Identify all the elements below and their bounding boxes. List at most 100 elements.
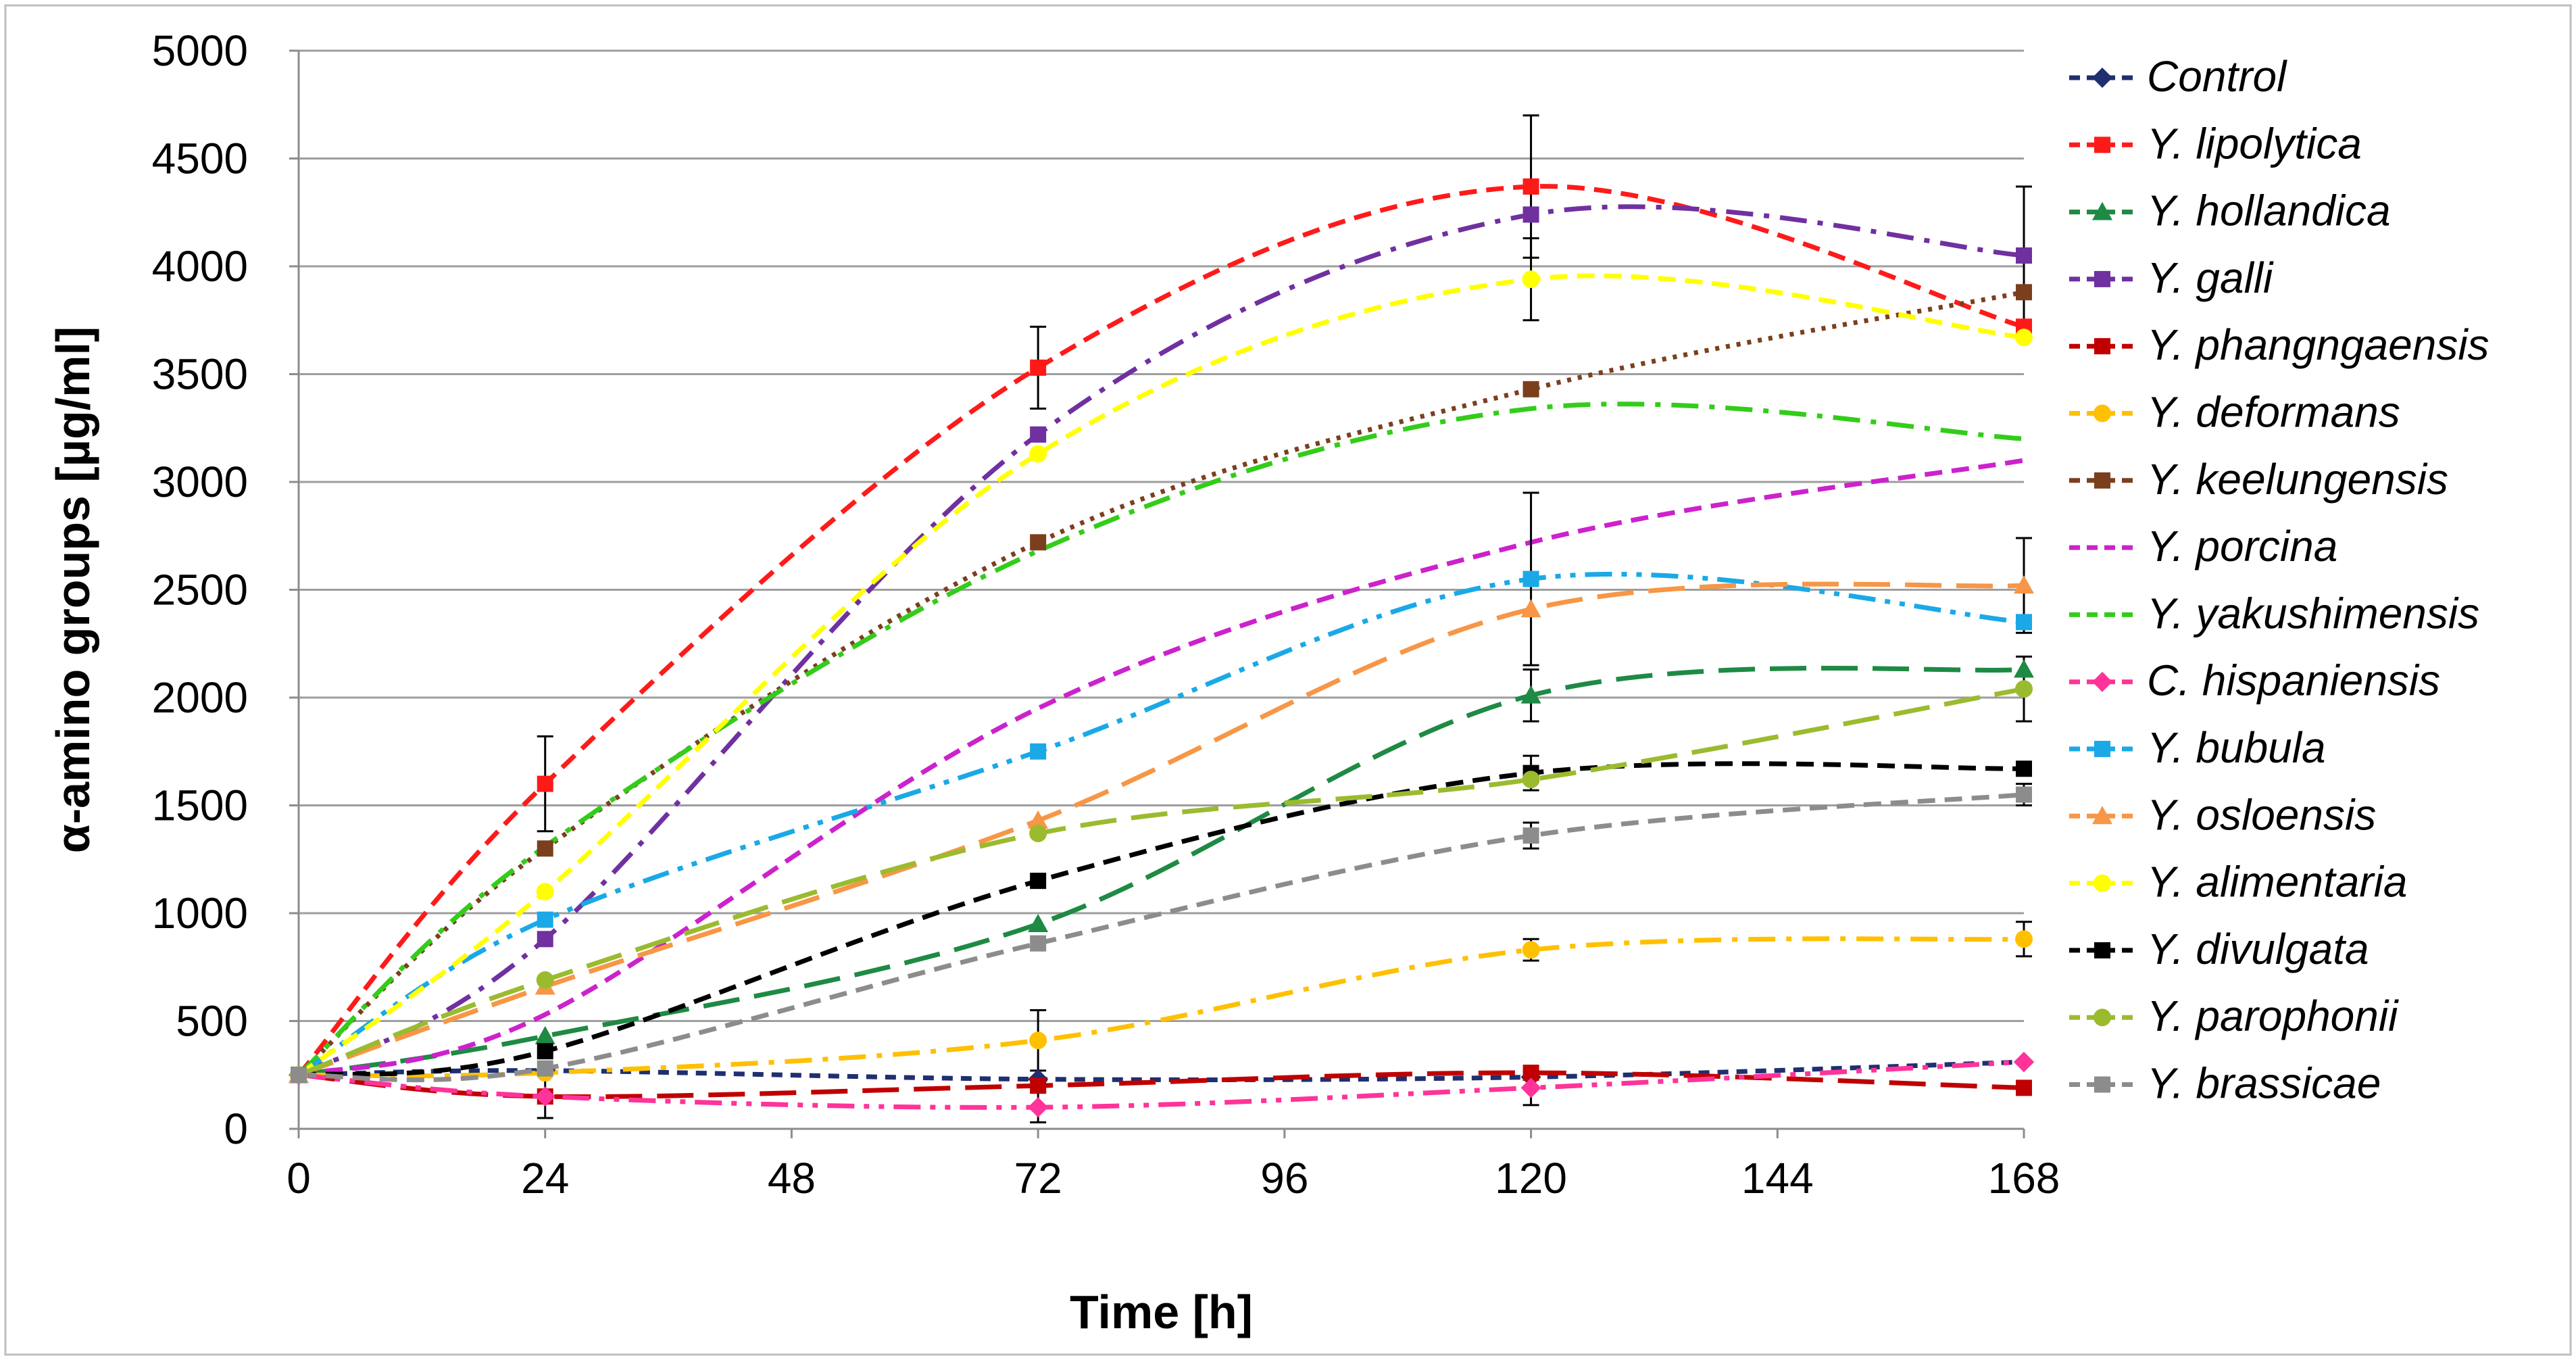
- data-point-y-hollandica: [1028, 913, 1049, 932]
- data-point-c-hispaniensis: [535, 1086, 555, 1107]
- legend-item-y-deformans: Y. deformans: [2069, 388, 2400, 437]
- legend-label: Control: [2147, 52, 2287, 101]
- data-point-y-divulgata: [2016, 760, 2032, 777]
- x-tick-label: 0: [287, 1154, 311, 1203]
- axes: [289, 49, 2025, 1138]
- data-point-c-hispaniensis: [1028, 1097, 1049, 1118]
- data-point-y-phangngaensis: [1030, 1077, 1047, 1094]
- data-point-y-parophonii: [536, 971, 554, 989]
- legend-label: Y. galli: [2147, 253, 2274, 302]
- data-point-y-deformans: [2015, 930, 2033, 948]
- series-line-y-alimentaria: [297, 273, 2025, 1077]
- legend-item-y-osloensis: Y. osloensis: [2069, 790, 2376, 839]
- data-point-y-alimentaria: [536, 883, 554, 901]
- data-point-y-divulgata: [537, 1043, 553, 1060]
- data-point-y-bubula: [2016, 614, 2032, 631]
- y-tick-label: 3000: [152, 458, 248, 506]
- legend-label: Y. keelungensis: [2147, 455, 2448, 504]
- data-point-c-hispaniensis: [2014, 1052, 2034, 1073]
- y-tick-label: 5000: [152, 26, 248, 75]
- legend-label: Y. bubula: [2147, 723, 2326, 772]
- legend-item-c-hispaniensis: C. hispaniensis: [2069, 656, 2440, 705]
- data-point-y-phangngaensis: [2016, 1079, 2032, 1096]
- data-point-y-brassicae: [1030, 935, 1047, 952]
- series-line-y-parophonii: [297, 686, 2025, 1077]
- legend-swatch-marker: [2094, 404, 2111, 422]
- legend-label: Y. osloensis: [2147, 790, 2376, 839]
- legend-item-y-divulgata: Y. divulgata: [2069, 925, 2369, 973]
- legend-swatch-marker: [2094, 338, 2110, 355]
- y-tick-label: 1000: [152, 889, 248, 938]
- data-point-y-keelungensis: [537, 840, 553, 857]
- series-line-y-bubula: [297, 571, 2025, 1077]
- y-tick-label: 3500: [152, 350, 248, 399]
- series-line-c-hispaniensis: [298, 1059, 2025, 1110]
- legend-swatch-marker: [2094, 942, 2110, 958]
- x-tick-label: 72: [1014, 1154, 1062, 1203]
- data-point-y-parophonii: [1029, 824, 1047, 842]
- gridlines: [299, 49, 2024, 1022]
- series-line-y-yakushimensis: [297, 402, 2025, 1077]
- data-point-y-brassicae: [2016, 786, 2032, 803]
- data-point-y-brassicae: [291, 1067, 307, 1084]
- data-point-y-keelungensis: [2016, 284, 2032, 301]
- legend-label: Y. alimentaria: [2147, 858, 2407, 906]
- data-point-y-brassicae: [1522, 827, 1539, 844]
- data-point-y-bubula: [1030, 743, 1047, 760]
- series-lines: [297, 184, 2025, 1110]
- legend-item-y-hollandica: Y. hollandica: [2069, 187, 2391, 235]
- legend-item-y-lipolytica: Y. lipolytica: [2069, 119, 2362, 168]
- legend-swatch-marker: [2092, 806, 2112, 825]
- x-tick-label: 168: [1988, 1154, 2060, 1203]
- data-point-y-lipolytica: [1030, 359, 1047, 376]
- series-line-y-porcina: [298, 458, 2025, 1077]
- legend-label: Y. phangngaensis: [2147, 320, 2490, 369]
- data-point-y-brassicae: [537, 1060, 553, 1077]
- legend-swatch-marker: [2094, 137, 2110, 153]
- legend-item-y-porcina: Y. porcina: [2069, 522, 2337, 570]
- data-point-y-lipolytica: [1522, 178, 1539, 195]
- data-point-y-bubula: [1522, 570, 1539, 587]
- legend-label: Y. yakushimensis: [2147, 589, 2479, 637]
- legend-label: Y. porcina: [2147, 522, 2337, 570]
- x-tick-label: 144: [1741, 1154, 1814, 1203]
- x-tick-label: 120: [1495, 1154, 1567, 1203]
- data-point-c-hispaniensis: [1520, 1077, 1541, 1098]
- legend-label: Y. brassicae: [2147, 1059, 2381, 1108]
- data-point-y-galli: [1522, 206, 1539, 223]
- data-point-y-galli: [537, 931, 553, 948]
- legend-swatch-marker: [2094, 270, 2110, 287]
- y-tick-label: 2000: [152, 673, 248, 722]
- legend-label: C. hispaniensis: [2147, 656, 2440, 705]
- series-line-y-osloensis: [297, 581, 2025, 1077]
- data-point-y-alimentaria: [1029, 445, 1047, 463]
- series-line-y-hollandica: [298, 665, 2025, 1077]
- data-markers: [289, 178, 2034, 1118]
- legend-item-y-parophonii: Y. parophonii: [2069, 992, 2399, 1040]
- data-point-y-deformans: [1522, 941, 1540, 959]
- data-point-y-osloensis: [1028, 810, 1049, 829]
- legend-swatch-marker: [2094, 1076, 2110, 1093]
- data-point-y-deformans: [1029, 1031, 1047, 1050]
- legend-swatch-marker: [2094, 741, 2110, 757]
- y-axis-title: α-amino groups [µg/ml]: [47, 326, 99, 853]
- y-tick-label: 4000: [152, 242, 248, 291]
- data-point-y-hollandica: [2014, 659, 2034, 678]
- data-point-y-galli: [2016, 247, 2032, 264]
- legend-label: Y. hollandica: [2147, 187, 2391, 235]
- data-point-y-divulgata: [1030, 873, 1047, 890]
- legend-swatch-marker: [2094, 1009, 2111, 1027]
- legend: Control Y. lipolytica Y. hollandica Y. gall…: [2069, 52, 2490, 1108]
- series-line-y-divulgata: [298, 761, 2025, 1077]
- legend-item-y-phangngaensis: Y. phangngaensis: [2069, 320, 2490, 369]
- data-point-y-keelungensis: [1522, 381, 1539, 397]
- legend-label: Y. divulgata: [2147, 925, 2369, 973]
- legend-label: Y. parophonii: [2147, 992, 2399, 1040]
- legend-item-y-yakushimensis: Y. yakushimensis: [2069, 589, 2479, 637]
- x-tick-label: 24: [521, 1154, 569, 1203]
- legend-item-y-keelungensis: Y. keelungensis: [2069, 455, 2448, 504]
- legend-swatch-marker: [2092, 671, 2112, 692]
- series-line-y-keelungensis: [297, 289, 2025, 1077]
